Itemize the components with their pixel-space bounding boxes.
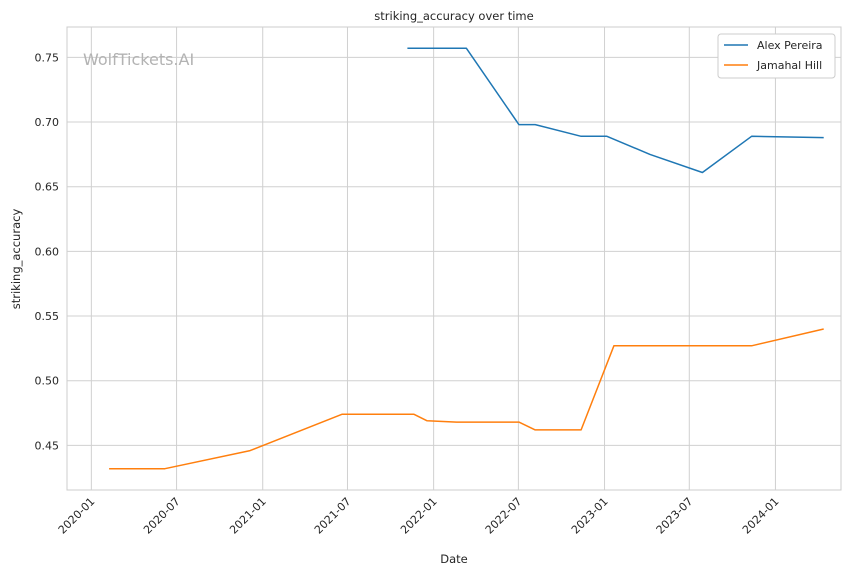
y-tick-label: 0.70 [35, 116, 60, 129]
x-tick-label: 2023-01 [569, 495, 611, 537]
legend-label: Alex Pereira [757, 39, 823, 52]
y-tick-label: 0.45 [35, 439, 60, 452]
y-axis-title: striking_accuracy [9, 209, 23, 310]
y-tick-label: 0.60 [35, 245, 60, 258]
y-tick-label: 0.75 [35, 51, 60, 64]
y-axis-ticks: 0.45 0.50 0.55 0.60 0.65 0.70 0.75 [35, 51, 60, 452]
legend: Alex Pereira Jamahal Hill [717, 33, 836, 79]
series-line-1 [407, 47, 824, 174]
x-axis-ticks: 2020-01 2020-07 2021-01 2021-07 2022-01 2022-… [56, 495, 782, 537]
chart-title: striking_accuracy over time [374, 9, 533, 23]
x-tick-label: 2021-01 [227, 495, 269, 537]
y-tick-label: 0.55 [35, 310, 60, 323]
y-tick-label: 0.50 [35, 375, 60, 388]
x-tick-label: 2024-01 [740, 495, 782, 537]
x-tick-label: 2023-07 [654, 495, 696, 537]
grid-lines [67, 27, 841, 490]
x-tick-label: 2022-07 [483, 495, 525, 537]
series-lines [109, 47, 824, 470]
x-tick-label: 2020-01 [56, 495, 98, 537]
x-tick-label: 2021-07 [312, 495, 354, 537]
legend-label: Jamahal Hill [756, 59, 822, 72]
series-line-2 [109, 328, 824, 470]
y-tick-label: 0.65 [35, 181, 60, 194]
x-tick-label: 2020-07 [141, 495, 183, 537]
watermark-text: WolfTickets.AI [83, 50, 194, 69]
plot-area [66, 26, 842, 491]
x-tick-label: 2022-01 [398, 495, 440, 537]
x-axis-title: Date [440, 552, 468, 566]
